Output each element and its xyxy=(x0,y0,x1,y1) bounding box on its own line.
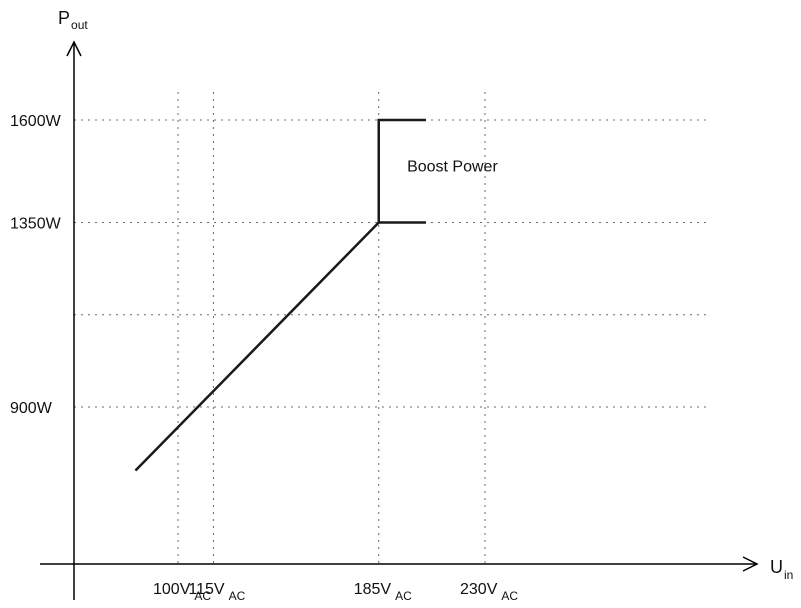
x-tick-label: 230V AC xyxy=(460,581,518,603)
axes xyxy=(40,40,759,600)
y-tick-label: 1350W xyxy=(10,216,62,233)
x-tick-label-main: 230V xyxy=(460,581,498,598)
x-axis-title: Uin xyxy=(770,557,793,582)
x-tick-label: 100V AC xyxy=(153,581,211,603)
series-line xyxy=(134,118,426,472)
x-tick-label-sub: AC xyxy=(395,589,412,603)
y-tick-label: 900W xyxy=(10,400,53,417)
y-axis-title-sub: out xyxy=(71,18,88,32)
y-axis-arrow xyxy=(66,40,82,57)
series-group xyxy=(134,118,426,472)
x-axis-arrow xyxy=(742,556,759,572)
x-tick-label-sub: AC xyxy=(229,589,246,603)
y-axis-title-main: P xyxy=(58,8,70,28)
y-axis-title: Pout xyxy=(58,8,88,32)
series-ramp-segment xyxy=(134,221,380,472)
x-tick-label-sub: AC xyxy=(501,589,518,603)
x-axis-title-sub: in xyxy=(784,568,793,582)
x-tick-label-sub: AC xyxy=(194,589,211,603)
x-tick-label: 185V AC xyxy=(354,581,412,603)
x-tick-label-main: 185V xyxy=(354,581,392,598)
boost-power-annotation: Boost Power xyxy=(407,158,498,175)
x-tick-label-main: 100V xyxy=(153,581,191,598)
y-tick-label: 1600W xyxy=(10,113,62,130)
x-tick-label: 115V AC xyxy=(188,581,245,603)
x-tick-label-main: 115V xyxy=(188,581,225,598)
grid xyxy=(74,92,708,564)
x-axis-title-main: U xyxy=(770,557,783,577)
